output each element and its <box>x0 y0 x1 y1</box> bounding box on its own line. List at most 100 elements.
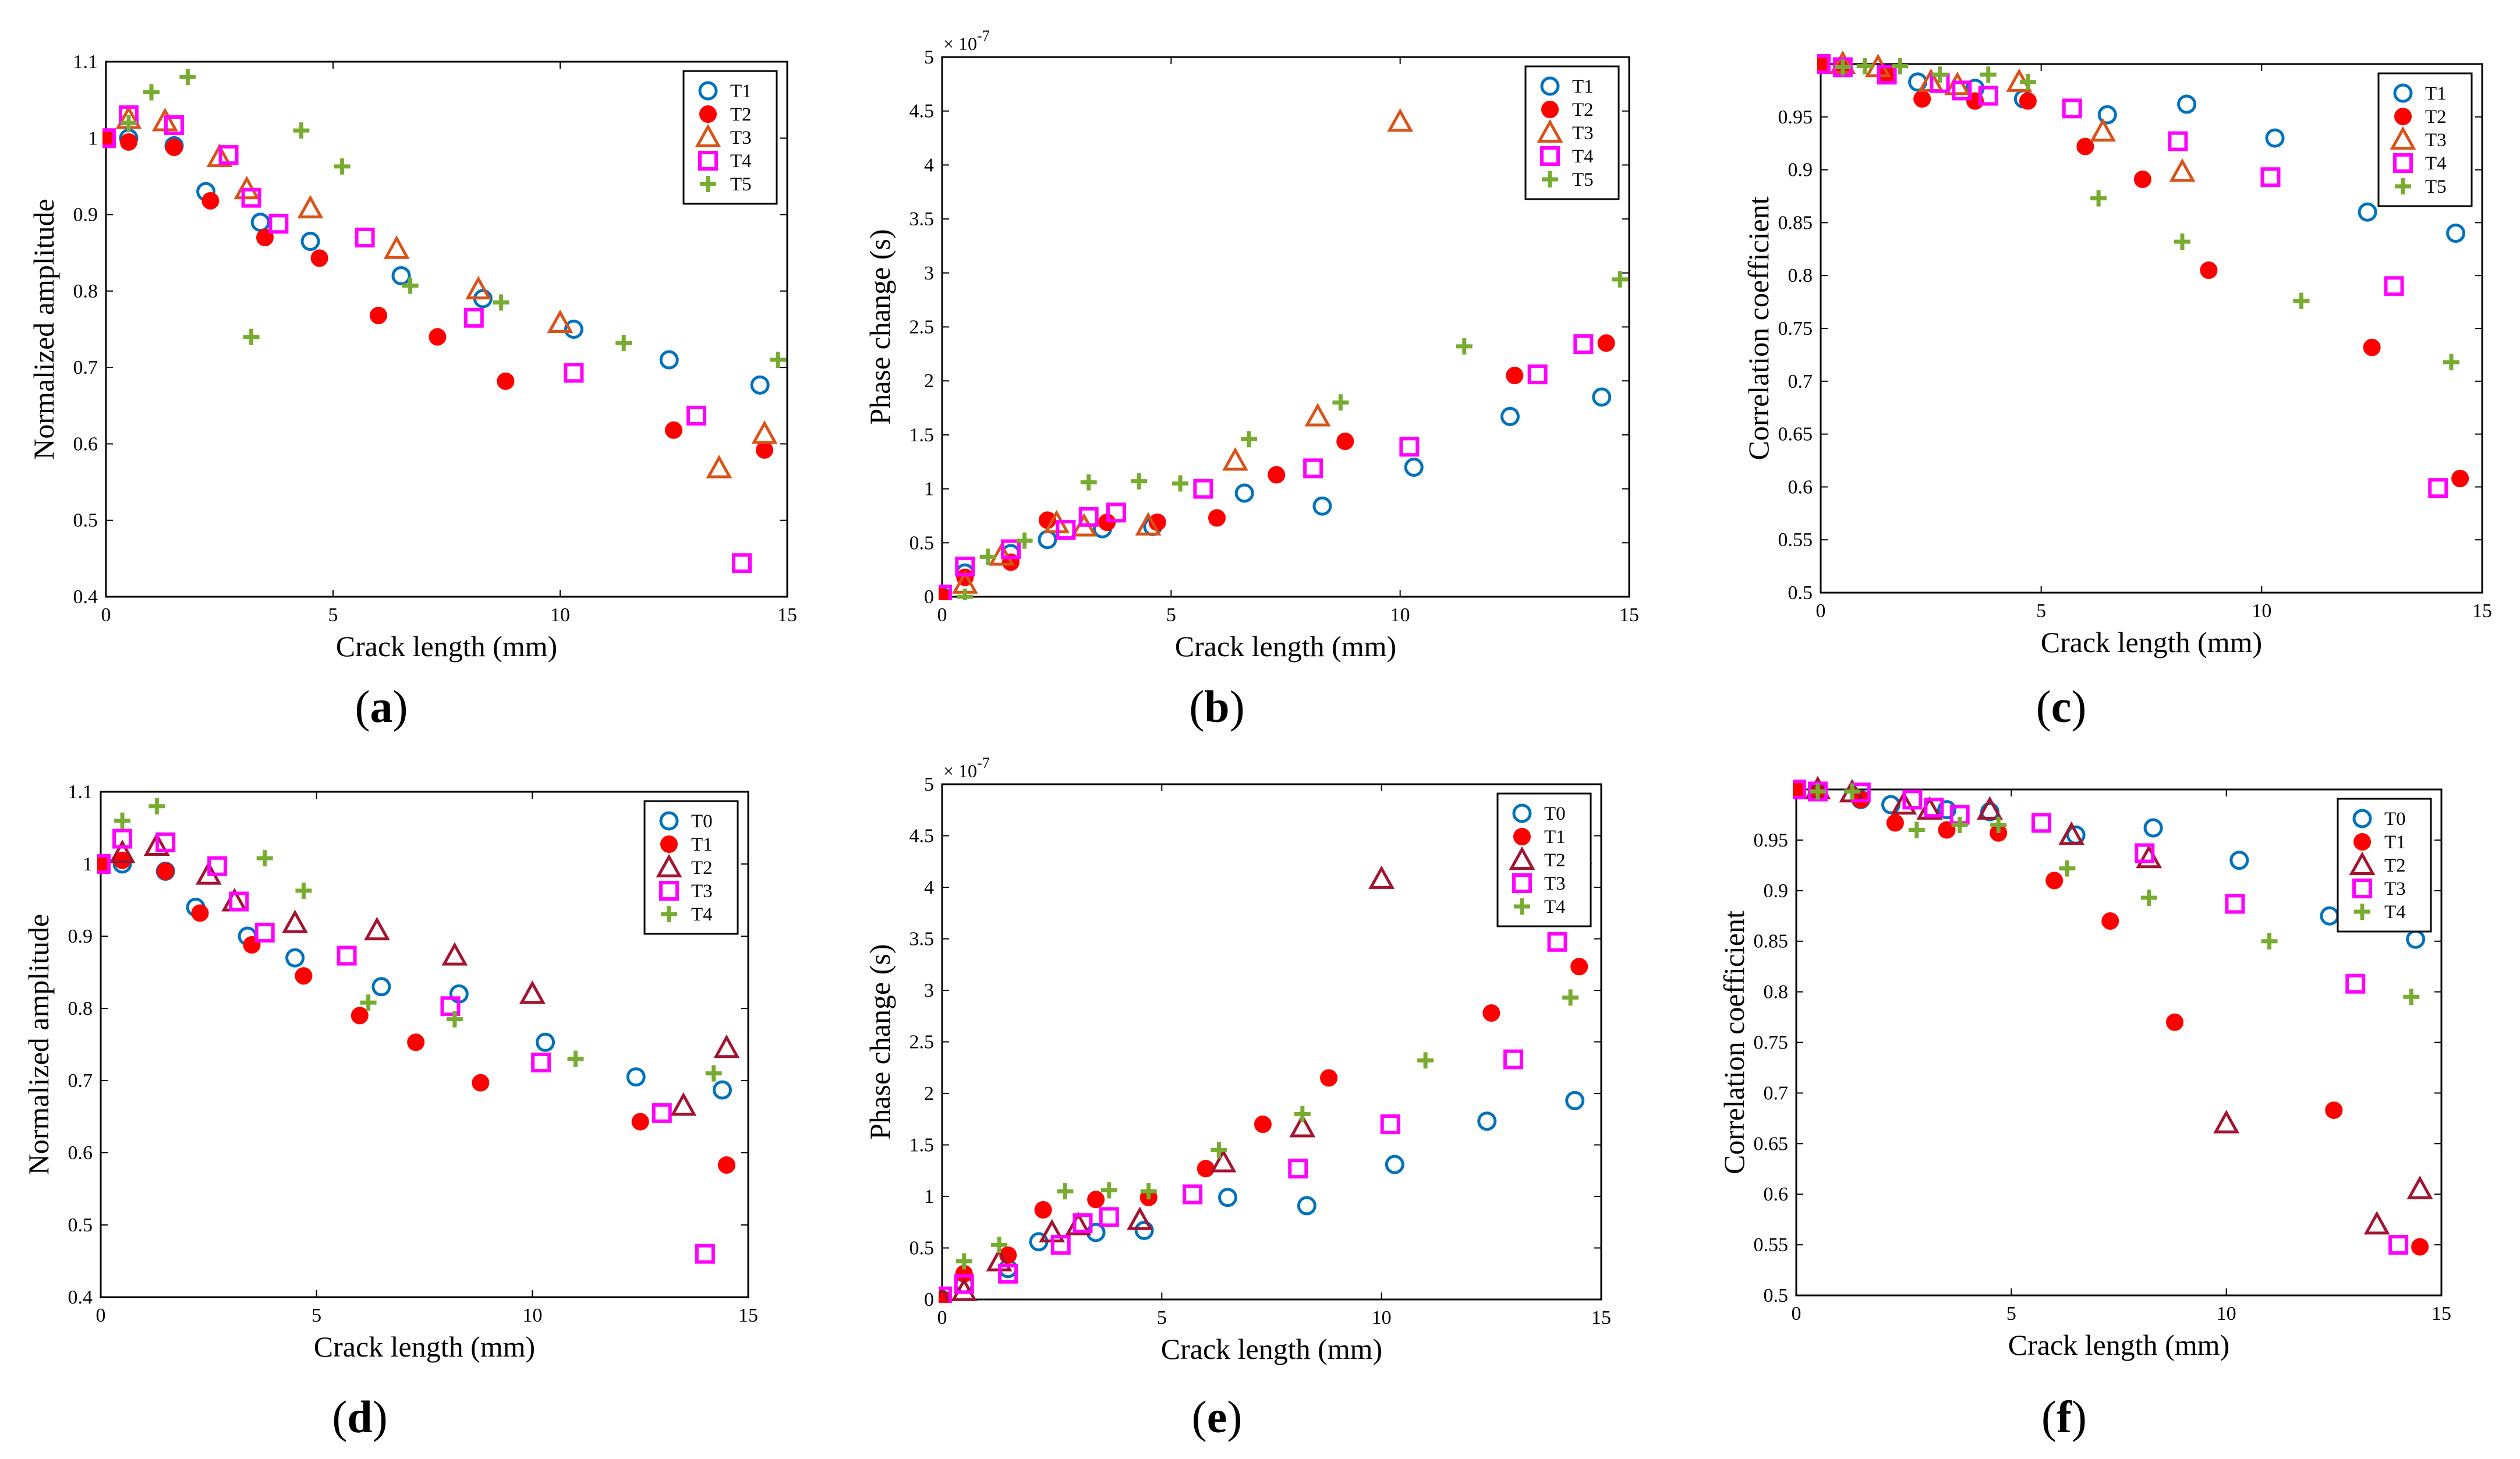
point-t2 <box>1891 791 1917 815</box>
point-t1 <box>300 232 320 252</box>
point-t1 <box>407 1033 425 1051</box>
point-t4 <box>2428 478 2448 498</box>
legend-marker-t1 <box>2393 83 2413 103</box>
point-t0 <box>626 1067 646 1087</box>
x-tick-label: 15 <box>1591 1307 1611 1329</box>
legend-label: T0 <box>691 811 713 832</box>
panel-label: (c) <box>2036 681 2087 732</box>
point-t4 <box>1952 80 1972 101</box>
y-tick-label: 0.9 <box>1788 160 1813 181</box>
x-tick-label: 10 <box>1390 604 1410 626</box>
y-tick-label: 0.95 <box>1754 830 1789 851</box>
legend-marker-t1 <box>1540 76 1560 96</box>
point-t1 <box>191 904 209 922</box>
point-t3 <box>337 945 357 966</box>
legend-marker-t4 <box>2354 904 2370 920</box>
legend-marker-t4 <box>1514 898 1530 915</box>
point-t4 <box>1809 783 1826 800</box>
point-t2 <box>1210 1149 1237 1173</box>
point-t1 <box>2325 1101 2343 1119</box>
point-t0 <box>1134 1220 1154 1240</box>
y-axis-label: Correlation coefficient <box>1742 196 1775 460</box>
point-t2 <box>519 980 546 1004</box>
y-tick-label: 2 <box>924 370 934 392</box>
y-tick-label: 2.5 <box>909 1032 935 1053</box>
legend-marker-t4 <box>2393 153 2413 173</box>
y-tick-label: 0.65 <box>1754 1133 1789 1155</box>
point-t4 <box>705 1065 722 1082</box>
legend-marker-t3 <box>2352 879 2372 898</box>
x-tick-label: 15 <box>1619 604 1639 626</box>
legend-marker-t3 <box>1537 119 1563 143</box>
point-t2 <box>165 139 183 157</box>
y-tick-label: 0.95 <box>1778 107 1813 128</box>
point-t2 <box>951 1277 978 1301</box>
x-tick-label: 0 <box>1792 1303 1801 1325</box>
point-t3 <box>1135 512 1162 536</box>
data-points <box>97 798 740 1264</box>
point-t1 <box>659 350 679 370</box>
point-t2 <box>2019 92 2037 110</box>
point-t3 <box>1304 403 1331 427</box>
point-t4 <box>1001 539 1021 559</box>
legend-label: T1 <box>1572 76 1594 97</box>
point-t4 <box>1078 507 1099 527</box>
legend-box <box>2377 72 2473 207</box>
point-t3 <box>2345 973 2366 994</box>
point-t0 <box>1565 1090 1585 1110</box>
legend-marker-t2 <box>699 105 717 123</box>
point-t4 <box>355 227 375 247</box>
x-axis-label: Crack length (mm) <box>2008 1329 2229 1361</box>
legend-marker-t0 <box>1512 803 1532 823</box>
chart-panel-a: 0 5 10 15 0.4 0.5 0.6 0.7 0.8 0.9 1 1.1 Crack length… <box>27 51 797 732</box>
point-t3 <box>2169 158 2196 182</box>
legend-label: T0 <box>2384 809 2406 830</box>
point-t3 <box>1503 1049 1524 1070</box>
y-tick-label: 0.55 <box>1754 1234 1789 1256</box>
point-t2 <box>1208 509 1226 527</box>
point-t5 <box>1931 66 1948 83</box>
y-tick-label: 1.1 <box>73 51 98 73</box>
legend-marker-t3 <box>695 123 721 148</box>
panel-label: (f) <box>2041 1391 2087 1442</box>
point-t4 <box>1140 1183 1157 1200</box>
point-t3 <box>297 194 324 219</box>
y-tick-label: 0.5 <box>909 532 935 554</box>
y-tick-label: 0.4 <box>73 586 98 608</box>
chart-panel-c: 0 5 10 15 0.5 0.55 0.6 0.65 0.7 0.75 0.8 0.85 0.9 0.9… <box>1742 50 2492 732</box>
point-t1 <box>2045 872 2064 890</box>
point-t1 <box>1500 406 1520 426</box>
legend-marker-t2 <box>1541 101 1559 118</box>
legend-marker-t2 <box>656 854 682 878</box>
point-t1 <box>1320 1069 1338 1087</box>
plot-frame <box>100 791 749 1298</box>
y-tick-label: 0.5 <box>68 1214 93 1236</box>
point-t3 <box>751 420 778 444</box>
point-t2 <box>1127 1206 1153 1230</box>
point-t1 <box>97 855 109 873</box>
x-axis-label: Crack length (mm) <box>2041 626 2262 658</box>
legend-label: T4 <box>1572 146 1594 167</box>
legend-label: T4 <box>730 151 752 172</box>
legend-marker-t4 <box>698 151 718 171</box>
point-t5 <box>402 277 419 294</box>
point-t3 <box>695 1244 715 1264</box>
point-t0 <box>2229 851 2249 870</box>
y-axis-label: Correlation coefficient <box>1718 911 1750 1174</box>
point-t1 <box>750 375 770 395</box>
chart-panel-d: 0 5 10 15 0.4 0.5 0.6 0.7 0.8 0.9 1 1.1 Crack length… <box>22 781 758 1442</box>
y-tick-label: 3 <box>924 263 934 284</box>
point-t5 <box>1856 58 1873 75</box>
legend-label: T3 <box>2384 879 2406 900</box>
point-t5 <box>957 589 974 600</box>
point-t0 <box>2143 818 2163 838</box>
y-tick-label: 1.1 <box>68 781 93 803</box>
legend-label: T3 <box>691 881 713 902</box>
y-tick-label: 3.5 <box>909 208 935 230</box>
point-t1 <box>1482 1004 1500 1022</box>
y-tick-label: 2.5 <box>909 317 935 338</box>
point-t4 <box>102 128 116 148</box>
point-t1 <box>2265 128 2285 148</box>
